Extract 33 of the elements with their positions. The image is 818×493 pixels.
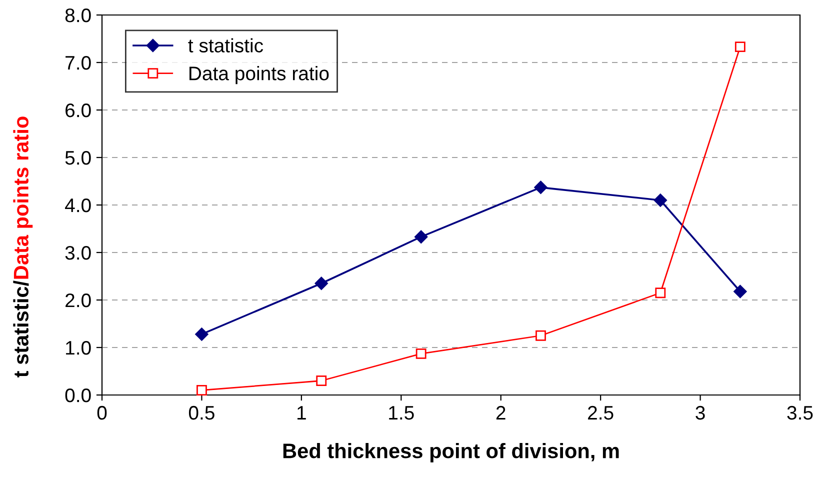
x-tick-label: 1.5: [389, 406, 414, 420]
point: [195, 328, 208, 341]
y-tick-label: 7.0: [66, 56, 91, 70]
y-tick-label: 5.0: [65, 150, 91, 165]
legend-label: t statistic: [188, 38, 264, 52]
x-tick-label: 2: [496, 406, 506, 420]
y-tick-label: 4.0: [65, 198, 91, 212]
y-tick-label: 6.0: [66, 103, 91, 118]
legend-label: Data points ratio: [190, 66, 329, 84]
y-tick-label: 0.0: [65, 388, 91, 402]
y-tick-label: 3.0: [65, 246, 91, 260]
x-tick-label: 3: [696, 406, 705, 420]
point: [416, 348, 426, 359]
x-tick-label: 3.5: [787, 406, 813, 420]
point: [414, 230, 428, 244]
point: [196, 385, 207, 396]
point: [316, 376, 327, 386]
y-tick-label: 8.0: [65, 8, 91, 22]
x-tick-label: 0: [97, 406, 107, 420]
y-tick-label: 2.0: [66, 293, 91, 308]
x-tick-label: 2.5: [588, 406, 614, 420]
y-tick-label: 1.0: [66, 340, 91, 355]
point: [536, 330, 546, 341]
x-tick-label: 1: [298, 406, 306, 420]
point: [314, 276, 328, 290]
point: [734, 284, 747, 298]
x-tick-label: 0.5: [188, 406, 214, 420]
y-axis-title: t statistic/Data points ratio: [13, 116, 33, 378]
x-axis-title: Bed thickness point of division, m: [283, 442, 619, 462]
point: [534, 180, 548, 194]
point: [654, 194, 667, 207]
point: [655, 288, 666, 298]
point: [734, 42, 746, 52]
